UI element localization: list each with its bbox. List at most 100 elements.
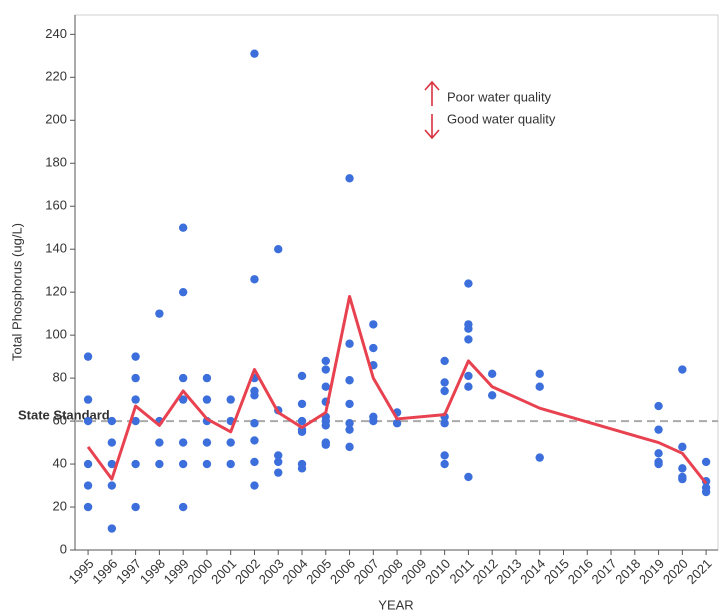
data-point — [440, 386, 449, 396]
x-tick-label: 1995 — [66, 556, 97, 587]
y-tick-label: 40 — [53, 455, 67, 470]
data-point — [678, 464, 687, 473]
x-tick-label: 2001 — [208, 556, 239, 587]
data-point — [440, 378, 449, 387]
data-point — [321, 382, 330, 391]
data-point — [321, 440, 330, 449]
data-point — [226, 459, 235, 469]
data-point — [250, 275, 259, 284]
x-tick-label: 2012 — [470, 556, 501, 587]
data-point — [701, 487, 711, 497]
data-point — [654, 425, 663, 434]
data-point — [321, 356, 330, 366]
data-point — [274, 468, 283, 477]
data-point — [678, 474, 687, 484]
data-point — [369, 343, 378, 353]
x-tick-label: 2011 — [447, 556, 477, 586]
y-tick-label: 140 — [45, 241, 67, 256]
x-tick-label: 2006 — [327, 556, 358, 587]
data-point — [274, 244, 283, 254]
data-point — [202, 395, 212, 404]
data-point — [131, 459, 140, 469]
x-tick-label: 2008 — [375, 556, 406, 587]
data-point — [83, 459, 93, 469]
x-tick-label: 2004 — [280, 556, 311, 587]
trend-line — [86, 294, 708, 485]
data-point — [155, 438, 164, 447]
data-point — [321, 365, 330, 374]
data-point — [535, 382, 544, 391]
data-point — [107, 481, 117, 490]
x-tick-label: 1998 — [137, 556, 168, 587]
data-point — [464, 335, 473, 344]
x-tick-label: 2000 — [184, 556, 215, 587]
x-tick-label: 2003 — [256, 556, 287, 587]
data-point — [83, 352, 93, 361]
y-tick-label: 0 — [60, 541, 67, 556]
x-tick-label: 2020 — [660, 556, 691, 587]
data-point — [131, 395, 140, 404]
reference-label: State Standard — [18, 408, 110, 423]
data-point — [440, 459, 449, 469]
data-point — [297, 371, 307, 381]
data-point — [464, 279, 473, 288]
data-point — [131, 352, 140, 361]
x-tick-label: 1997 — [113, 556, 144, 587]
data-point — [464, 371, 473, 381]
x-tick-label: 1999 — [161, 556, 192, 587]
data-point — [345, 376, 354, 385]
x-tick-label: 1996 — [89, 556, 120, 587]
data-point — [369, 320, 378, 329]
y-tick-label: 100 — [45, 327, 67, 342]
data-point — [487, 391, 497, 400]
data-point — [178, 373, 188, 383]
data-point — [297, 427, 307, 437]
x-tick-label: 2018 — [612, 556, 643, 587]
data-point — [83, 395, 93, 404]
data-point — [321, 421, 330, 430]
y-tick-label: 240 — [45, 26, 67, 41]
y-axis-label: Total Phosphorus (ug/L) — [9, 223, 24, 361]
x-tick-label: 2009 — [398, 556, 429, 587]
data-point — [392, 419, 402, 428]
data-point — [250, 419, 259, 428]
data-point — [178, 502, 188, 512]
data-point — [678, 442, 687, 452]
y-tick-label: 180 — [45, 155, 67, 170]
annotation: Good water quality — [447, 111, 556, 126]
data-point — [345, 339, 354, 348]
data-point — [178, 395, 188, 404]
data-point — [464, 472, 473, 482]
data-point — [107, 416, 117, 426]
data-point — [440, 451, 449, 460]
x-tick-label: 2005 — [303, 556, 334, 587]
data-point — [654, 401, 663, 411]
annotation: Poor water quality — [447, 89, 552, 104]
data-point — [131, 502, 140, 512]
data-point — [155, 309, 164, 318]
data-point — [440, 419, 449, 428]
x-tick-label: 2019 — [636, 556, 667, 587]
x-tick-label: 2014 — [517, 556, 548, 587]
y-tick-label: 20 — [53, 498, 67, 513]
data-point — [654, 449, 663, 458]
data-point — [535, 369, 544, 379]
x-tick-label: 2013 — [493, 556, 524, 587]
data-point — [250, 457, 259, 467]
data-point — [155, 459, 164, 469]
data-point — [107, 459, 117, 469]
x-tick-label: 2010 — [422, 556, 453, 587]
x-tick-label: 2002 — [232, 556, 263, 587]
data-point — [250, 481, 259, 490]
data-point — [464, 324, 473, 333]
y-tick-label: 220 — [45, 69, 67, 84]
y-tick-label: 120 — [45, 284, 67, 299]
y-tick-label: 60 — [53, 413, 67, 428]
data-point — [250, 391, 259, 400]
data-point — [178, 438, 188, 447]
annotation-arrows — [424, 80, 440, 140]
data-point — [250, 436, 259, 445]
data-point — [107, 438, 117, 447]
x-tick-label: 2017 — [589, 556, 620, 587]
